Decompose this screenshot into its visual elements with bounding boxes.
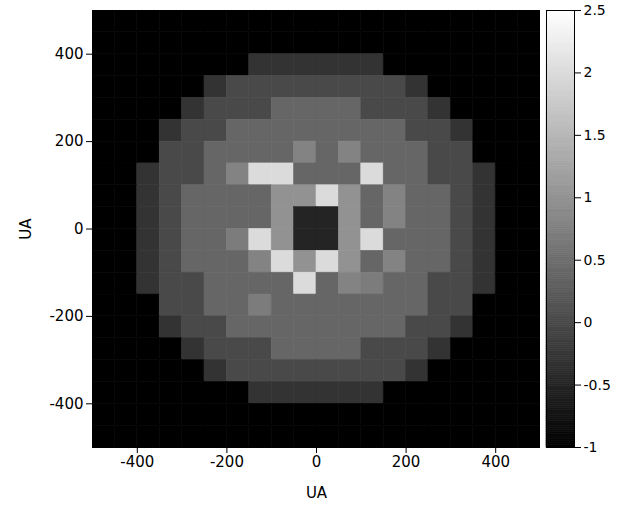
- svg-text:400: 400: [55, 45, 84, 63]
- svg-text:2: 2: [584, 64, 593, 80]
- svg-text:-200: -200: [210, 453, 244, 471]
- svg-text:0: 0: [584, 314, 593, 330]
- svg-text:-200: -200: [49, 307, 83, 325]
- svg-text:-0.5: -0.5: [584, 377, 611, 393]
- svg-text:200: 200: [392, 453, 421, 471]
- svg-text:200: 200: [55, 132, 84, 150]
- svg-text:-400: -400: [49, 395, 83, 413]
- svg-text:2.5: 2.5: [584, 2, 606, 18]
- svg-text:400: 400: [481, 453, 510, 471]
- svg-text:-1: -1: [584, 439, 598, 455]
- svg-text:1: 1: [584, 189, 593, 205]
- svg-text:-400: -400: [120, 453, 154, 471]
- svg-text:0.5: 0.5: [584, 252, 606, 268]
- svg-text:UA: UA: [306, 484, 328, 502]
- svg-text:1.5: 1.5: [584, 127, 606, 143]
- svg-text:0: 0: [312, 453, 322, 471]
- svg-text:UA: UA: [17, 218, 35, 240]
- svg-text:0: 0: [74, 220, 84, 238]
